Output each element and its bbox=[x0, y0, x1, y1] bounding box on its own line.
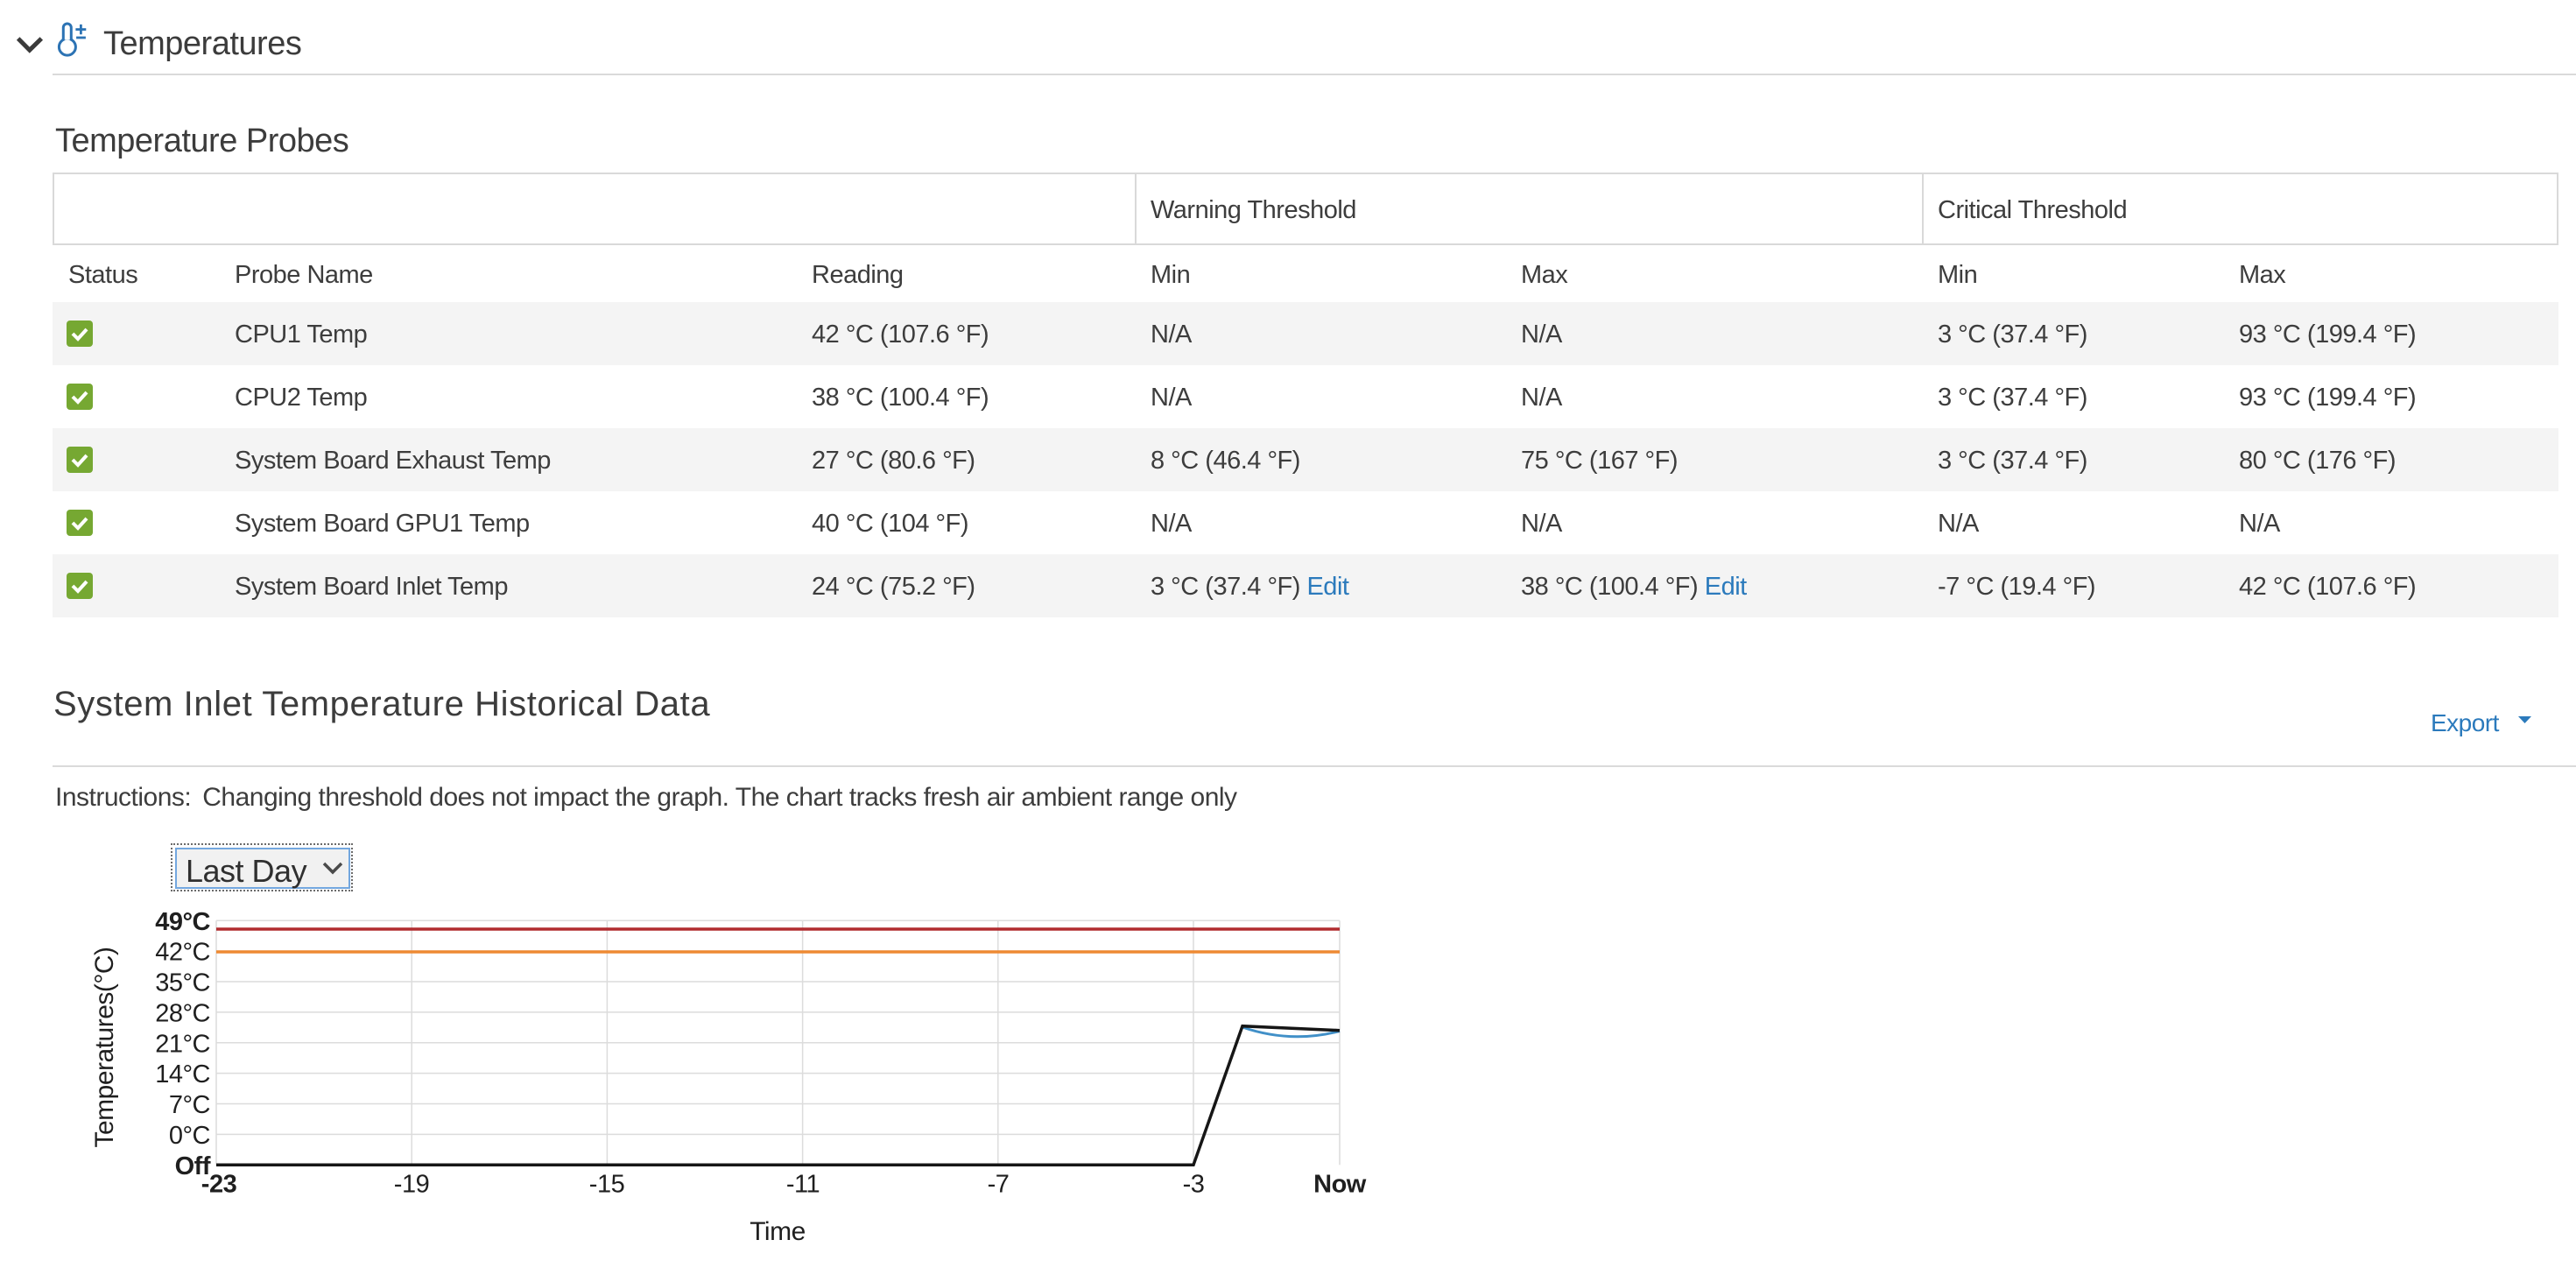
svg-text:-7: -7 bbox=[988, 1171, 1010, 1199]
svg-text:Temperatures(°C): Temperatures(°C) bbox=[90, 947, 119, 1147]
svg-text:-15: -15 bbox=[589, 1171, 624, 1199]
svg-text:Now: Now bbox=[1313, 1171, 1367, 1199]
svg-text:42°C: 42°C bbox=[155, 939, 210, 967]
svg-text:-3: -3 bbox=[1183, 1171, 1205, 1199]
svg-text:28°C: 28°C bbox=[155, 999, 210, 1027]
svg-text:-11: -11 bbox=[786, 1171, 820, 1199]
svg-text:21°C: 21°C bbox=[155, 1030, 210, 1058]
svg-text:-19: -19 bbox=[394, 1171, 429, 1199]
svg-text:14°C: 14°C bbox=[155, 1060, 210, 1088]
svg-text:35°C: 35°C bbox=[155, 969, 210, 997]
svg-text:-23: -23 bbox=[201, 1171, 237, 1199]
svg-text:49°C: 49°C bbox=[155, 908, 210, 936]
svg-text:0°C: 0°C bbox=[169, 1122, 210, 1150]
svg-text:7°C: 7°C bbox=[169, 1091, 210, 1119]
svg-text:Off: Off bbox=[175, 1152, 211, 1180]
svg-text:Time: Time bbox=[750, 1217, 806, 1246]
